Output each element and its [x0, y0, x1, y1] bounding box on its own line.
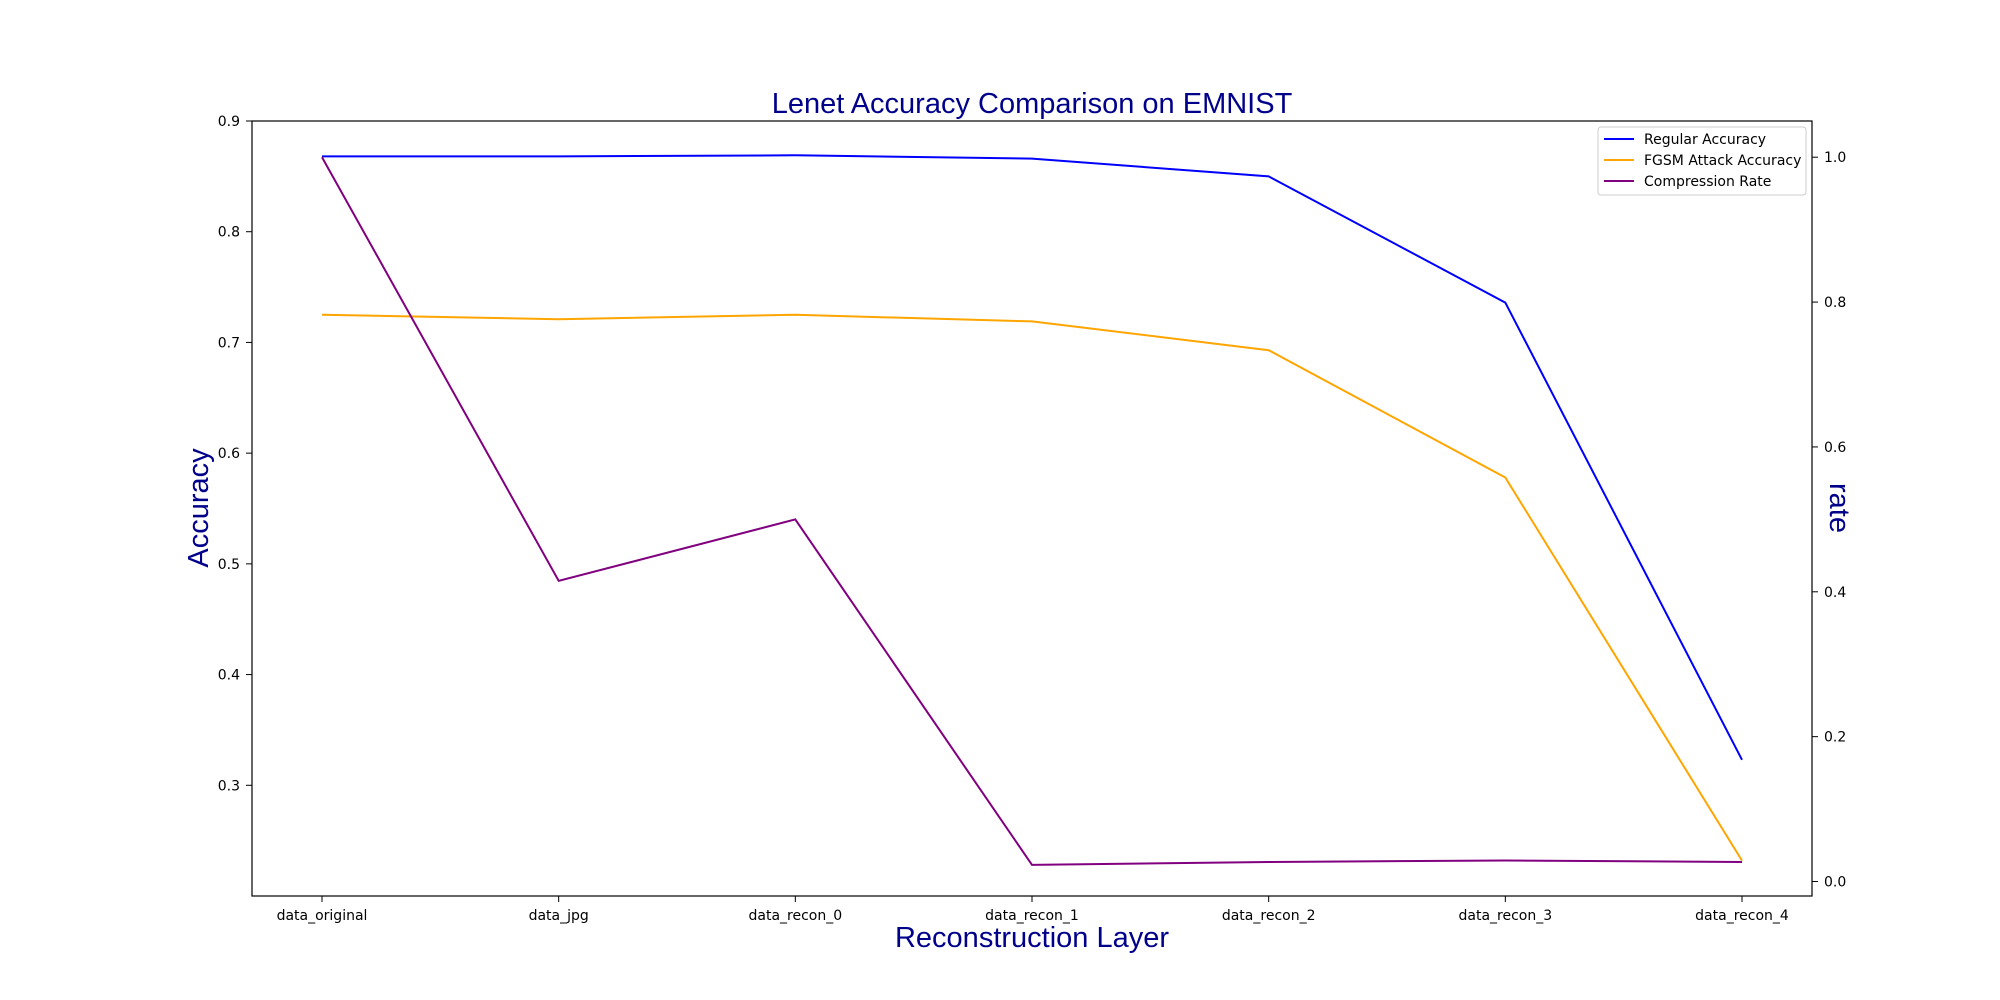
- legend-label: Compression Rate: [1644, 174, 1771, 190]
- legend-label: FGSM Attack Accuracy: [1644, 153, 1801, 169]
- y-tick-label: 0.8: [218, 225, 240, 241]
- y2-tick-label: 0.6: [1824, 440, 1846, 456]
- series-line-compression-rate: [321, 156, 1743, 866]
- legend-box: [1597, 126, 1807, 196]
- plot-area: [251, 120, 1813, 897]
- x-axis: data_original data_jpg data_recon_0 data_re…: [277, 896, 1789, 924]
- chart-title: Lenet Accuracy Comparison on EMNIST: [772, 88, 1293, 120]
- y-tick-label: 0.4: [218, 668, 240, 684]
- y2-tick-label: 0.8: [1824, 295, 1846, 311]
- series-line-fgsm-attack-accuracy: [321, 313, 1743, 862]
- y2-tick-label: 1.0: [1824, 150, 1846, 166]
- y-tick-label: 0.9: [218, 114, 240, 130]
- x-tick-label: data_original: [277, 908, 368, 924]
- y-axis-right: 0.0 0.2 0.4 0.6 0.8 1.0: [1812, 150, 1846, 891]
- y-axis-left: 0.3 0.4 0.5 0.6 0.7 0.8 0.9: [218, 114, 252, 794]
- x-tick-label: data_jpg: [529, 908, 589, 924]
- y2-tick-label: 0.0: [1824, 875, 1846, 891]
- x-tick-label: data_recon_0: [749, 908, 843, 924]
- y2-tick-label: 0.4: [1824, 585, 1846, 601]
- x-tick-label: data_recon_1: [985, 908, 1079, 924]
- x-axis-label: Reconstruction Layer: [895, 922, 1169, 954]
- y2-tick-label: 0.2: [1824, 730, 1846, 746]
- y-tick-label: 0.7: [218, 335, 240, 351]
- y2-axis-label: rate: [1823, 483, 1855, 533]
- x-tick-label: data_recon_4: [1695, 908, 1789, 924]
- y-tick-label: 0.3: [218, 778, 240, 794]
- x-tick-label: data_recon_3: [1459, 908, 1553, 924]
- x-tick-label: data_recon_2: [1222, 908, 1316, 924]
- y-tick-label: 0.6: [218, 446, 240, 462]
- series-lines: [321, 154, 1743, 866]
- legend: Regular Accuracy FGSM Attack Accuracy Comp…: [1597, 126, 1807, 196]
- series-line-regular-accuracy: [322, 154, 1743, 761]
- y-axis-label: Accuracy: [183, 448, 215, 568]
- y-tick-label: 0.5: [218, 557, 240, 573]
- legend-label: Regular Accuracy: [1644, 132, 1766, 148]
